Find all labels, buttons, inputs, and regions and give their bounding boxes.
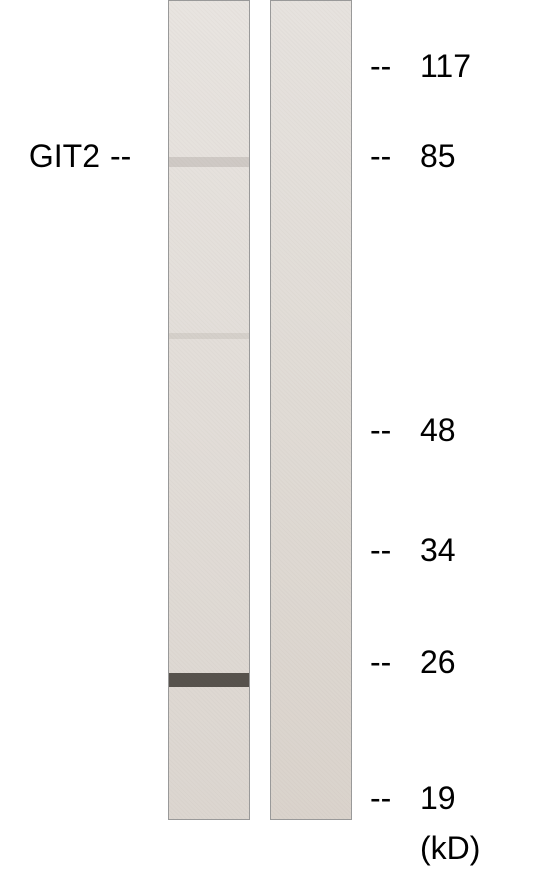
lane-noise: [271, 1, 351, 819]
marker-label-26: 26: [420, 644, 456, 681]
marker-label-117: 117: [420, 48, 471, 85]
marker-tick-34: --: [370, 532, 391, 569]
marker-tick-48: --: [370, 412, 391, 449]
blot-lane-1: [168, 0, 250, 820]
band-git2: [169, 157, 249, 167]
protein-label-tick: --: [110, 138, 131, 175]
marker-label-34: 34: [420, 532, 456, 569]
marker-label-48: 48: [420, 412, 456, 449]
marker-label-85: 85: [420, 138, 456, 175]
blot-lane-2: [270, 0, 352, 820]
marker-label-19: 19: [420, 780, 456, 817]
band-faint-mid: [169, 333, 249, 339]
unit-label: (kD): [420, 830, 480, 867]
marker-tick-85: --: [370, 138, 391, 175]
protein-label: GIT2: [10, 138, 100, 175]
marker-tick-26: --: [370, 644, 391, 681]
marker-tick-117: --: [370, 48, 391, 85]
marker-tick-19: --: [370, 780, 391, 817]
band-strong-low: [169, 673, 249, 687]
lane-noise: [169, 1, 249, 819]
